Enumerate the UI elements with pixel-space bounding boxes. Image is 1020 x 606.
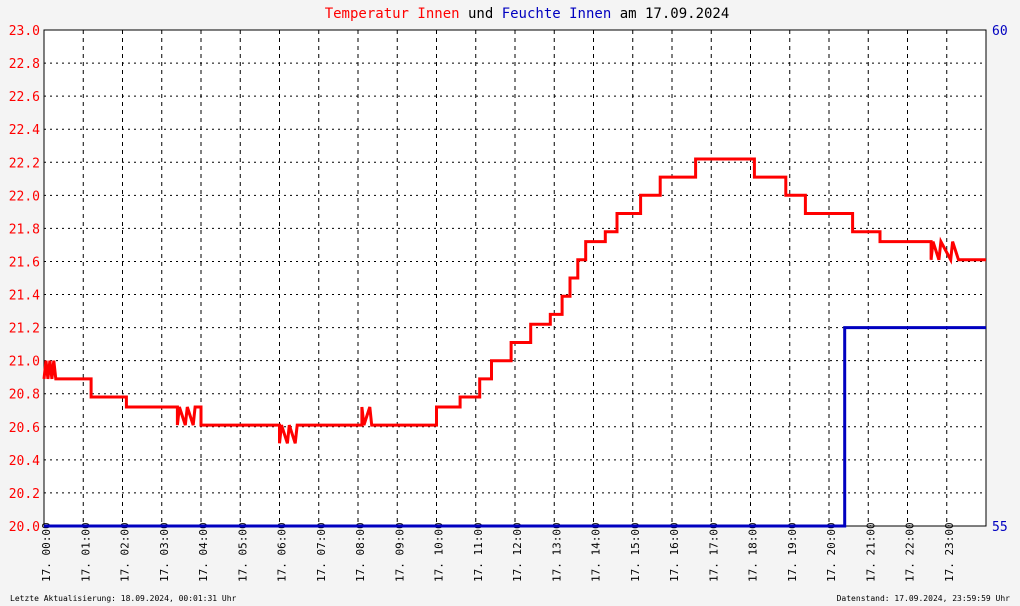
x-tick-label: 17. 02:00 (119, 522, 132, 582)
x-tick-label: 17. 01:00 (79, 522, 92, 582)
y-tick-label-left: 23.0 (9, 24, 40, 39)
x-tick-label: 17. 12:00 (511, 522, 524, 582)
y-tick-label-left: 20.4 (9, 454, 40, 469)
footer-data-status: Datenstand: 17.09.2024, 23:59:59 Uhr (837, 594, 1011, 603)
x-tick-label: 17. 05:00 (236, 522, 249, 582)
series-line-humidity (44, 326, 986, 528)
y-tick-label-left: 22.6 (9, 90, 40, 105)
series-line-temperature (42, 157, 986, 444)
y-tick-label-right: 60 (992, 24, 1008, 39)
x-tick-label: 17. 09:00 (393, 522, 406, 582)
x-tick-label: 17. 13:00 (550, 522, 563, 582)
title-temperature: Temperatur Innen (325, 6, 460, 22)
x-tick-label: 17. 04:00 (197, 522, 210, 582)
y-tick-label-left: 20.2 (9, 487, 40, 502)
x-tick-label: 17. 07:00 (315, 522, 328, 582)
grid-lines (44, 30, 986, 526)
y-tick-label-right: 55 (992, 520, 1008, 535)
y-tick-label-left: 21.0 (9, 355, 40, 370)
footer-last-update: Letzte Aktualisierung: 18.09.2024, 00:01… (10, 594, 237, 603)
x-tick-label: 17. 08:00 (354, 522, 367, 582)
series-lines (42, 157, 986, 528)
x-tick-label: 17. 18:00 (747, 522, 760, 582)
x-tick-label: 17. 03:00 (158, 522, 171, 582)
y-tick-label-left: 20.0 (9, 520, 40, 535)
y-tick-label-left: 20.6 (9, 421, 40, 436)
y-tick-label-left: 21.4 (9, 289, 40, 304)
y-tick-label-left: 21.2 (9, 322, 40, 337)
x-axis: 17. 00:00 17. 01:00 17. 02:00 17. 03:00 17. … (40, 522, 956, 582)
title-humidity: Feuchte Innen (502, 6, 612, 22)
x-tick-label: 17. 10:00 (433, 522, 446, 582)
x-tick-label: 17. 16:00 (668, 522, 681, 582)
x-tick-label: 17. 17:00 (707, 522, 720, 582)
y-tick-label-left: 22.8 (9, 57, 40, 72)
x-tick-label: 17. 21:00 (864, 522, 877, 582)
x-tick-label: 17. 23:00 (943, 522, 956, 582)
x-tick-label: 17. 11:00 (472, 522, 485, 582)
y-tick-label-left: 22.4 (9, 123, 40, 138)
chart-title: Temperatur Innen und Feuchte Innen am 17… (325, 6, 730, 22)
title-and: und (460, 6, 502, 22)
y-tick-label-left: 20.8 (9, 388, 40, 403)
y-tick-label-left: 21.8 (9, 222, 40, 237)
y-tick-label-left: 21.6 (9, 255, 40, 270)
x-tick-label: 17. 06:00 (276, 522, 289, 582)
y-axis-left: 20.0 20.2 20.4 20.6 20.8 21.0 21.2 21.4 21.6 21.8… (9, 24, 40, 535)
x-tick-label: 17. 00:00 (40, 522, 53, 582)
x-tick-label: 17. 22:00 (904, 522, 917, 582)
y-tick-label-left: 22.2 (9, 156, 40, 171)
x-tick-label: 17. 20:00 (825, 522, 838, 582)
y-tick-label-left: 22.0 (9, 189, 40, 204)
x-tick-label: 17. 19:00 (786, 522, 799, 582)
title-date: am 17.09.2024 (611, 6, 729, 22)
x-tick-label: 17. 15:00 (629, 522, 642, 582)
y-axis-right: 55 60 (992, 24, 1008, 535)
x-tick-label: 17. 14:00 (590, 522, 603, 582)
